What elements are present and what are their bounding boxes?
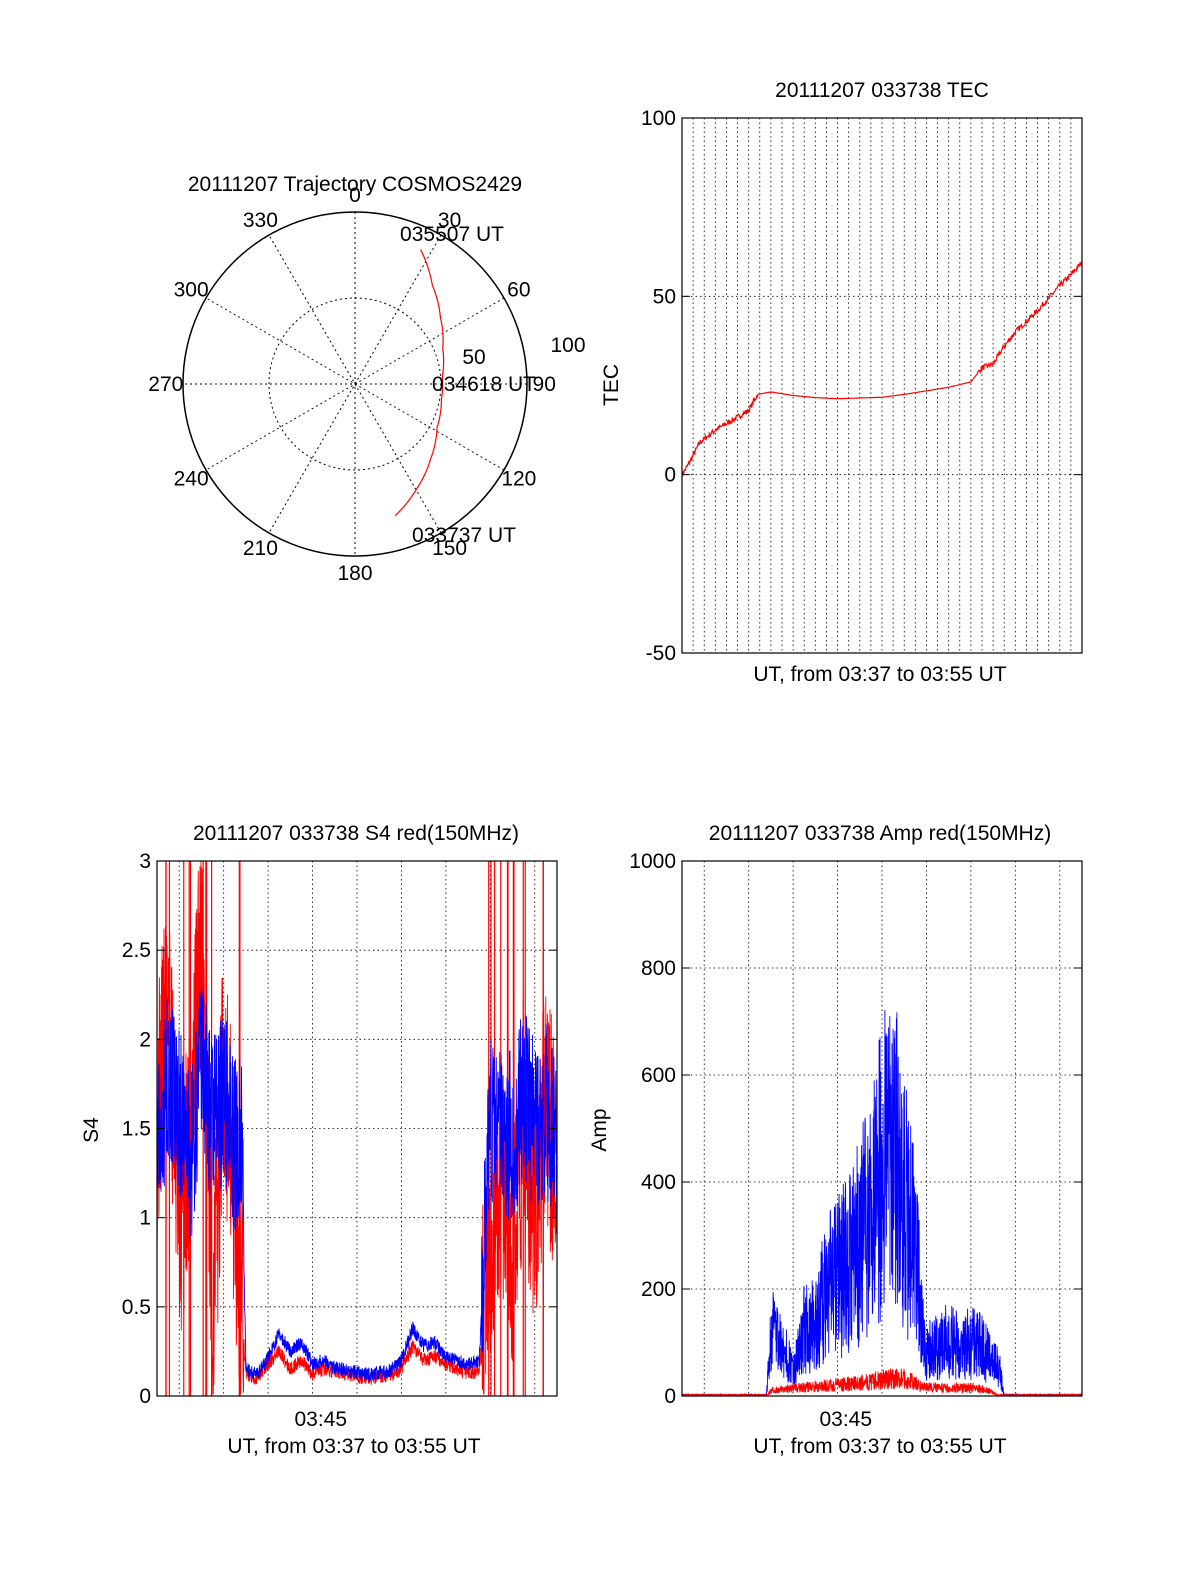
amp-panel: 20111207 033738 Amp red(150MHz) 0 200 400 6… — [588, 822, 1083, 1458]
s4-x-label: UT, from 03:37 to 03:55 UT — [227, 1435, 480, 1458]
s4-ytick-label: 2.5 — [122, 939, 151, 962]
tec-x-label: UT, from 03:37 to 03:55 UT — [753, 663, 1006, 686]
amp-blue-series — [681, 1009, 1083, 1398]
s4-ytick-label: 0 — [139, 1385, 151, 1408]
s4-ytick-label: 1 — [139, 1207, 151, 1230]
tec-ytick-label: 50 — [653, 285, 676, 308]
amp-ytick-label: 1000 — [629, 850, 676, 873]
polar-angle-label: 180 — [337, 562, 372, 585]
trajectory-time-annotation: 033737 UT — [412, 524, 516, 547]
s4-clipped-series — [157, 861, 557, 1396]
polar-angle-label: 210 — [243, 537, 278, 560]
amp-ytick-label: 0 — [664, 1385, 676, 1408]
polar-angle-labels: 0 30 60 90 120 150 180 210 240 270 300 330 — [148, 184, 556, 585]
polar-angle-label: 270 — [148, 373, 183, 396]
tec-grid — [682, 118, 1082, 653]
tec-ytick-label: 100 — [641, 107, 676, 130]
s4-ytick-label: 0.5 — [122, 1296, 151, 1319]
amp-ytick-label: 600 — [641, 1064, 676, 1087]
polar-angle-label: 330 — [243, 209, 278, 232]
tec-y-tick-labels: -50 0 50 100 — [641, 107, 1082, 665]
amp-series-group — [681, 1009, 1083, 1398]
s4-y-tick-labels: 0 0.5 1 1.5 2 2.5 3 — [122, 850, 557, 1408]
tec-series — [681, 259, 1083, 478]
s4-x-tick-label: 03:45 — [294, 1408, 347, 1431]
s4-blue-series — [157, 974, 557, 1381]
amp-ytick-label: 400 — [641, 1171, 676, 1194]
polar-angle-label: 30 — [438, 209, 461, 232]
tec-plot-frame — [681, 117, 1083, 654]
tec-ytick-label: 0 — [664, 464, 676, 487]
s4-series-group — [157, 861, 557, 1396]
polar-angle-label: 90 — [533, 373, 556, 396]
tec-panel: 20111207 033738 TEC -50 0 50 100 TEC UT, fr… — [600, 79, 1083, 686]
polar-radial-label: 50 — [462, 346, 485, 369]
s4-ytick-label: 2 — [139, 1028, 151, 1051]
amp-ytick-label: 800 — [641, 957, 676, 980]
s4-panel: 20111207 033738 S4 red(150MHz) 0 0.5 1 1.5 2… — [80, 822, 558, 1458]
s4-title: 20111207 033738 S4 red(150MHz) — [193, 822, 519, 845]
tec-ytick-label: -50 — [646, 642, 676, 665]
polar-angle-label: 150 — [432, 537, 467, 560]
amp-y-label: Amp — [588, 1108, 611, 1151]
amp-red-series — [681, 1367, 1083, 1398]
amp-title: 20111207 033738 Amp red(150MHz) — [709, 822, 1051, 845]
polar-angle-label: 120 — [501, 468, 536, 491]
polar-radial-labels: 50 100 — [462, 334, 585, 369]
amp-grid — [682, 861, 1082, 1396]
polar-angle-label: 60 — [507, 278, 530, 301]
trajectory-annotations: 035507 UT 034618 UT 033737 UT — [400, 223, 536, 547]
polar-angle-label: 300 — [174, 278, 209, 301]
polar-spoke — [268, 234, 442, 534]
trajectory-title: 20111207 Trajectory COSMOS2429 — [188, 173, 522, 196]
tec-y-label: TEC — [600, 364, 623, 406]
amp-x-tick-label: 03:45 — [819, 1408, 872, 1431]
polar-radial-label: 100 — [550, 334, 585, 357]
amp-plot-frame — [681, 860, 1083, 1397]
s4-y-label: S4 — [80, 1117, 103, 1143]
tec-title: 20111207 033738 TEC — [775, 79, 989, 102]
amp-x-label: UT, from 03:37 to 03:55 UT — [753, 1435, 1006, 1458]
amp-y-tick-labels: 0 200 400 600 800 1000 — [629, 850, 1082, 1408]
trajectory-time-annotation: 035507 UT — [400, 223, 504, 246]
trajectory-panel: 20111207 Trajectory COSMOS2429 0 30 60 90 12… — [148, 173, 585, 585]
trajectory-time-annotation: 034618 UT — [432, 373, 536, 396]
s4-ytick-label: 1.5 — [122, 1118, 151, 1141]
trajectory-series — [394, 249, 445, 517]
polar-grid — [182, 211, 528, 557]
polar-angle-label: 0 — [349, 184, 361, 207]
polar-angle-label: 240 — [174, 468, 209, 491]
amp-ytick-label: 200 — [641, 1278, 676, 1301]
s4-ytick-label: 3 — [139, 850, 151, 873]
